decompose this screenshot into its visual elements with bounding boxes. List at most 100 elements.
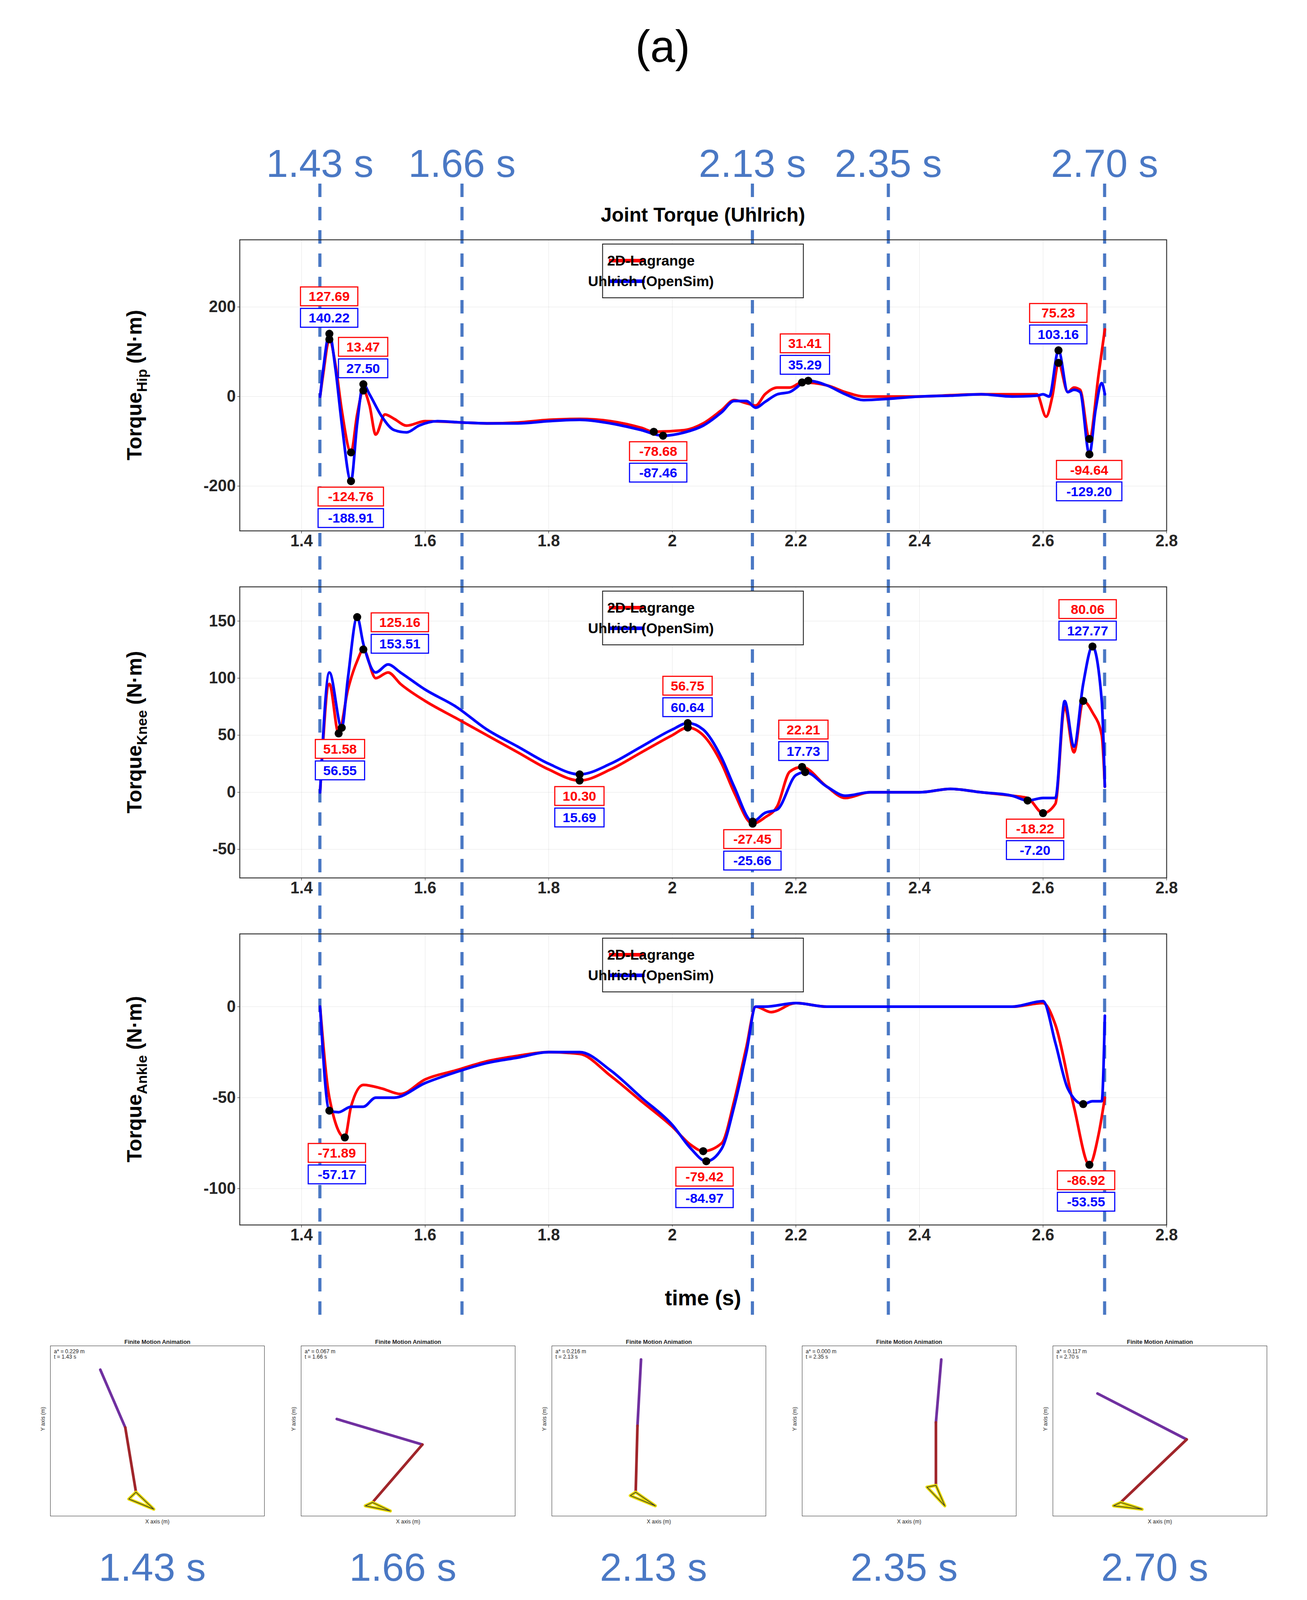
- svg-text:TorqueKnee(N·m): TorqueKnee(N·m): [122, 651, 150, 814]
- svg-text:Y axis (m): Y axis (m): [541, 1406, 548, 1432]
- svg-text:-124.76: -124.76: [328, 488, 374, 504]
- svg-text:-27.45: -27.45: [733, 831, 772, 847]
- svg-text:2.2: 2.2: [784, 1225, 807, 1244]
- svg-text:50: 50: [217, 725, 236, 744]
- svg-text:-78.68: -78.68: [638, 443, 678, 459]
- svg-text:13.47: 13.47: [346, 339, 380, 355]
- svg-text:Finite Motion Animation: Finite Motion Animation: [374, 1338, 442, 1346]
- svg-text:Uhlrich (OpenSim): Uhlrich (OpenSim): [587, 967, 714, 984]
- svg-text:-53.55: -53.55: [1067, 1194, 1106, 1209]
- svg-text:2.6: 2.6: [1031, 878, 1055, 897]
- svg-text:2.2: 2.2: [784, 878, 807, 897]
- svg-text:35.29: 35.29: [788, 357, 822, 373]
- svg-text:1.6: 1.6: [413, 878, 437, 897]
- svg-text:60.64: 60.64: [670, 699, 705, 715]
- svg-text:-71.89: -71.89: [317, 1145, 356, 1161]
- svg-text:200: 200: [208, 297, 236, 316]
- svg-text:-79.42: -79.42: [685, 1169, 724, 1184]
- svg-text:-188.91: -188.91: [328, 510, 374, 526]
- svg-text:1.6: 1.6: [413, 1225, 437, 1244]
- svg-text:X axis (m): X axis (m): [897, 1518, 922, 1525]
- svg-text:1.66 s: 1.66 s: [408, 141, 516, 186]
- svg-text:-18.22: -18.22: [1015, 821, 1055, 836]
- svg-text:2D-Lagrange: 2D-Lagrange: [607, 252, 695, 269]
- svg-text:1.43 s: 1.43 s: [98, 1544, 206, 1590]
- svg-text:1.4: 1.4: [290, 531, 313, 550]
- svg-text:Finite Motion Animation: Finite Motion Animation: [124, 1338, 191, 1346]
- svg-text:127.77: 127.77: [1067, 623, 1109, 639]
- svg-text:100: 100: [208, 668, 236, 687]
- svg-text:-94.64: -94.64: [1070, 462, 1109, 478]
- svg-text:2.4: 2.4: [908, 1225, 931, 1244]
- svg-text:1.8: 1.8: [537, 878, 560, 897]
- svg-text:-50: -50: [212, 1088, 236, 1107]
- svg-text:2.6: 2.6: [1031, 531, 1055, 550]
- svg-text:10.30: 10.30: [562, 788, 596, 804]
- svg-text:a* = 0.229 mt = 1.43 s: a* = 0.229 mt = 1.43 s: [54, 1348, 85, 1360]
- svg-text:2.2: 2.2: [784, 531, 807, 550]
- svg-text:15.69: 15.69: [562, 809, 596, 825]
- svg-text:-100: -100: [203, 1178, 236, 1198]
- svg-text:1.8: 1.8: [537, 531, 560, 550]
- svg-text:80.06: 80.06: [1071, 601, 1105, 617]
- svg-text:17.73: 17.73: [786, 743, 821, 759]
- svg-text:Joint Torque (Uhlrich): Joint Torque (Uhlrich): [600, 203, 806, 226]
- svg-text:22.21: 22.21: [786, 722, 821, 738]
- svg-text:2D-Lagrange: 2D-Lagrange: [607, 946, 695, 963]
- svg-text:1.8: 1.8: [537, 1225, 560, 1244]
- svg-text:1.4: 1.4: [290, 878, 313, 897]
- svg-text:127.69: 127.69: [308, 288, 350, 304]
- svg-text:2.8: 2.8: [1155, 1225, 1178, 1244]
- svg-text:2D-Lagrange: 2D-Lagrange: [607, 599, 695, 616]
- svg-text:2.13 s: 2.13 s: [698, 141, 807, 186]
- svg-text:27.50: 27.50: [346, 360, 380, 376]
- svg-text:56.55: 56.55: [323, 762, 357, 778]
- svg-text:2: 2: [667, 531, 677, 550]
- svg-text:-50: -50: [212, 839, 236, 858]
- svg-text:0: 0: [226, 997, 236, 1016]
- svg-text:Y axis (m): Y axis (m): [1042, 1406, 1049, 1432]
- svg-text:(a): (a): [635, 21, 690, 72]
- svg-text:2.6: 2.6: [1031, 1225, 1055, 1244]
- svg-text:0: 0: [226, 782, 236, 802]
- svg-text:a* = 0.117 mt = 2.70 s: a* = 0.117 mt = 2.70 s: [1056, 1348, 1088, 1360]
- svg-text:Finite Motion Animation: Finite Motion Animation: [876, 1338, 943, 1346]
- svg-text:time (s): time (s): [664, 1285, 742, 1310]
- svg-text:103.16: 103.16: [1037, 326, 1080, 342]
- svg-text:75.23: 75.23: [1041, 305, 1076, 321]
- svg-text:TorqueAnkle(N·m): TorqueAnkle(N·m): [122, 995, 150, 1163]
- svg-text:-129.20: -129.20: [1066, 484, 1113, 499]
- svg-text:125.16: 125.16: [379, 614, 421, 630]
- svg-text:1.6: 1.6: [413, 531, 437, 550]
- svg-text:-25.66: -25.66: [733, 852, 772, 868]
- svg-text:31.41: 31.41: [788, 335, 822, 351]
- svg-text:2.4: 2.4: [908, 878, 931, 897]
- svg-text:-57.17: -57.17: [317, 1166, 356, 1182]
- svg-text:-7.20: -7.20: [1019, 842, 1051, 858]
- svg-text:153.51: 153.51: [379, 636, 421, 652]
- svg-text:Uhlrich (OpenSim): Uhlrich (OpenSim): [587, 620, 714, 637]
- svg-text:Uhlrich (OpenSim): Uhlrich (OpenSim): [587, 273, 714, 290]
- svg-text:51.58: 51.58: [323, 741, 357, 757]
- svg-text:Y axis (m): Y axis (m): [39, 1406, 47, 1432]
- svg-text:140.22: 140.22: [308, 310, 350, 326]
- svg-text:Y axis (m): Y axis (m): [792, 1406, 799, 1432]
- svg-text:X axis (m): X axis (m): [646, 1518, 671, 1525]
- svg-text:1.43 s: 1.43 s: [266, 141, 374, 186]
- svg-text:2.35 s: 2.35 s: [850, 1544, 958, 1590]
- svg-text:-84.97: -84.97: [685, 1190, 724, 1206]
- svg-text:Finite Motion Animation: Finite Motion Animation: [1127, 1338, 1194, 1346]
- svg-text:Y axis (m): Y axis (m): [290, 1406, 297, 1432]
- svg-text:2.13 s: 2.13 s: [599, 1544, 708, 1590]
- svg-text:-86.92: -86.92: [1067, 1172, 1106, 1188]
- svg-text:a* = 0.216 mt = 2.13 s: a* = 0.216 mt = 2.13 s: [555, 1348, 586, 1360]
- svg-text:X axis (m): X axis (m): [145, 1518, 170, 1525]
- svg-text:2.35 s: 2.35 s: [834, 141, 943, 186]
- svg-text:1.66 s: 1.66 s: [349, 1544, 457, 1590]
- svg-text:1.4: 1.4: [290, 1225, 313, 1244]
- svg-text:X axis (m): X axis (m): [1148, 1518, 1173, 1525]
- svg-text:a* = 0.000 mt = 2.35 s: a* = 0.000 mt = 2.35 s: [805, 1348, 837, 1360]
- svg-text:150: 150: [208, 611, 236, 630]
- svg-text:2.8: 2.8: [1155, 878, 1178, 897]
- svg-text:2.4: 2.4: [908, 531, 931, 550]
